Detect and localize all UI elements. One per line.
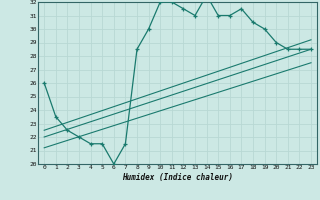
- X-axis label: Humidex (Indice chaleur): Humidex (Indice chaleur): [122, 173, 233, 182]
